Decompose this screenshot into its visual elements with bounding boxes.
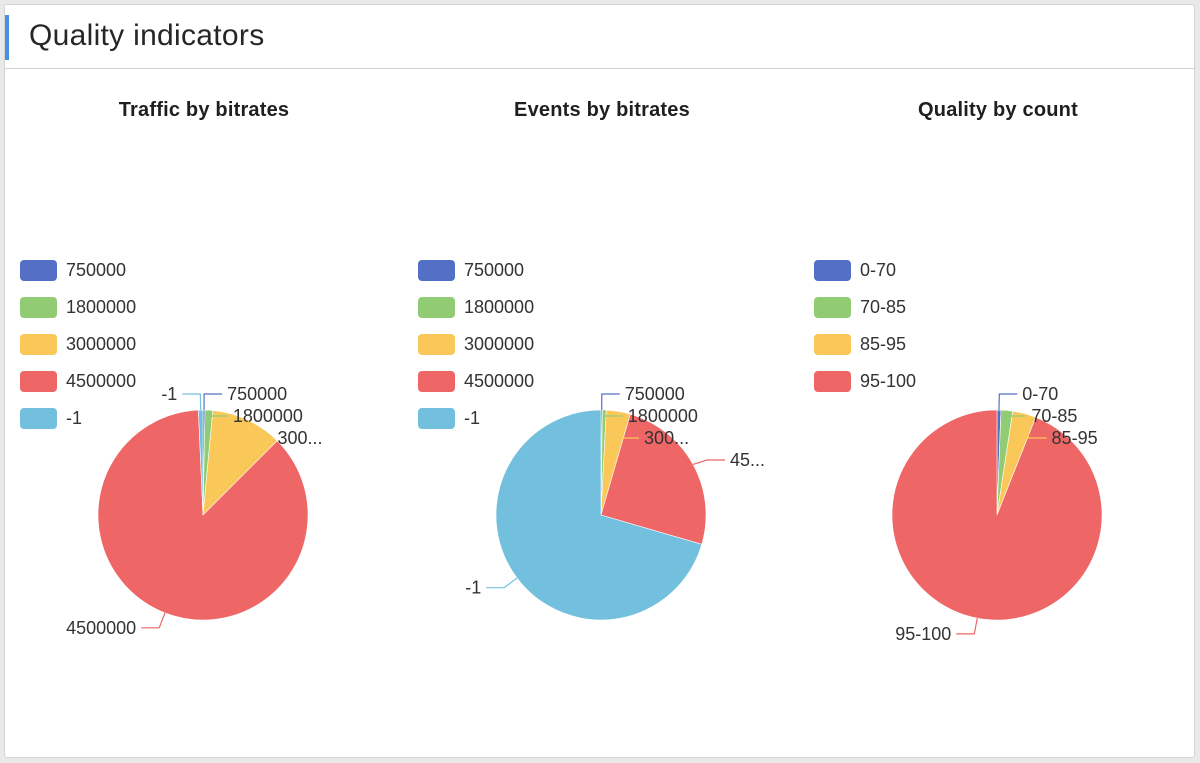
legend-label: 85-95 bbox=[860, 334, 906, 354]
slice-label: 85-95 bbox=[1052, 428, 1098, 448]
slice-label: 300... bbox=[278, 428, 323, 448]
pie-slice[interactable] bbox=[495, 409, 703, 621]
legend-label: 750000 bbox=[464, 260, 524, 280]
legend-label: 750000 bbox=[66, 260, 126, 280]
legend-label: 70-85 bbox=[860, 297, 906, 317]
legend-item[interactable]: 3000000 bbox=[20, 334, 136, 355]
label-line bbox=[692, 459, 725, 465]
label-line bbox=[208, 410, 228, 417]
legend-label: 3000000 bbox=[66, 334, 136, 354]
pie-slice[interactable] bbox=[891, 409, 1103, 621]
pie-chart-svg: 750000180000030000004500000-175000018000… bbox=[418, 260, 765, 621]
label-line bbox=[1023, 413, 1047, 439]
label-line bbox=[1006, 410, 1027, 417]
legend-item[interactable]: 70-85 bbox=[814, 297, 906, 318]
label-line bbox=[486, 577, 518, 589]
legend-swatch bbox=[418, 260, 455, 281]
slice-label: 1800000 bbox=[233, 406, 303, 426]
panel-header: Quality indicators bbox=[5, 5, 1194, 69]
legend-swatch bbox=[814, 371, 851, 392]
chart-title: Traffic by bitrates bbox=[118, 99, 290, 121]
legend-label: 95-100 bbox=[860, 371, 916, 391]
chart-title: Quality by count bbox=[918, 99, 1078, 121]
legend-item[interactable]: 4500000 bbox=[20, 371, 136, 392]
legend-item[interactable]: 0-70 bbox=[814, 260, 896, 281]
chart-events-by-bitrates: Events by bitrates 750000 1800000 3000000 4… bbox=[403, 69, 801, 755]
legend-swatch bbox=[20, 334, 57, 355]
legend-item[interactable]: -1 bbox=[418, 408, 480, 429]
legend-label: 0-70 bbox=[860, 260, 896, 280]
label-line bbox=[956, 617, 978, 635]
pie-slice[interactable] bbox=[198, 409, 204, 516]
legend-label: 1800000 bbox=[66, 297, 136, 317]
legend-label: -1 bbox=[464, 408, 480, 428]
pie-slice[interactable] bbox=[97, 409, 309, 621]
slice-label: 0-70 bbox=[1022, 384, 1058, 404]
slice-label: 4500000 bbox=[66, 618, 136, 638]
label-line bbox=[617, 411, 640, 439]
slice-label: 750000 bbox=[625, 384, 685, 404]
legend-swatch bbox=[418, 334, 455, 355]
legend-swatch bbox=[418, 408, 455, 429]
slice-label: 70-85 bbox=[1031, 406, 1077, 426]
legend-label: 3000000 bbox=[464, 334, 534, 354]
legend-item[interactable]: 95-100 bbox=[814, 371, 916, 392]
legend-label: -1 bbox=[66, 408, 82, 428]
legend-label: 1800000 bbox=[464, 297, 534, 317]
legend-swatch bbox=[20, 297, 57, 318]
legend-swatch bbox=[20, 260, 57, 281]
label-line bbox=[203, 393, 223, 411]
slice-label: 750000 bbox=[227, 384, 287, 404]
header-accent-bar bbox=[5, 15, 9, 60]
legend-item[interactable]: 1800000 bbox=[418, 297, 534, 318]
legend-swatch bbox=[20, 408, 57, 429]
label-line bbox=[601, 393, 620, 411]
slice-label: 1800000 bbox=[628, 406, 698, 426]
legend-swatch bbox=[814, 297, 851, 318]
panel-title: Quality indicators bbox=[29, 19, 265, 52]
legend-swatch bbox=[418, 371, 455, 392]
legend-item[interactable]: 4500000 bbox=[418, 371, 534, 392]
label-line bbox=[182, 393, 202, 411]
legend-swatch bbox=[814, 260, 851, 281]
slice-label: 95-100 bbox=[895, 624, 951, 644]
chart-title: Events by bitrates bbox=[514, 99, 690, 121]
label-line bbox=[141, 612, 166, 629]
legend-item[interactable]: -1 bbox=[20, 408, 82, 429]
label-line bbox=[247, 419, 273, 439]
label-line bbox=[603, 410, 623, 417]
chart-traffic-by-bitrates: Traffic by bitrates 750000 1800000 3000000… bbox=[5, 69, 403, 755]
legend-item[interactable]: 3000000 bbox=[418, 334, 534, 355]
legend-item[interactable]: 85-95 bbox=[814, 334, 906, 355]
legend-item[interactable]: 1800000 bbox=[20, 297, 136, 318]
legend-item[interactable]: 750000 bbox=[418, 260, 524, 281]
quality-indicators-panel: Quality indicators Traffic by bitrates 7… bbox=[4, 4, 1195, 758]
slice-label: -1 bbox=[465, 578, 481, 598]
chart-quality-by-count: Quality by count 0-70 70-85 85-95 95-100 0-7… bbox=[799, 69, 1194, 755]
legend-swatch bbox=[418, 297, 455, 318]
legend-label: 4500000 bbox=[66, 371, 136, 391]
slice-label: -1 bbox=[161, 384, 177, 404]
legend-item[interactable]: 750000 bbox=[20, 260, 126, 281]
label-line bbox=[998, 393, 1018, 411]
legend-label: 4500000 bbox=[464, 371, 534, 391]
pie-chart-svg: 750000180000030000004500000-175000018000… bbox=[20, 260, 323, 638]
slice-label: 300... bbox=[644, 428, 689, 448]
slice-label: 45... bbox=[730, 450, 765, 470]
legend-swatch bbox=[814, 334, 851, 355]
legend-swatch bbox=[20, 371, 57, 392]
